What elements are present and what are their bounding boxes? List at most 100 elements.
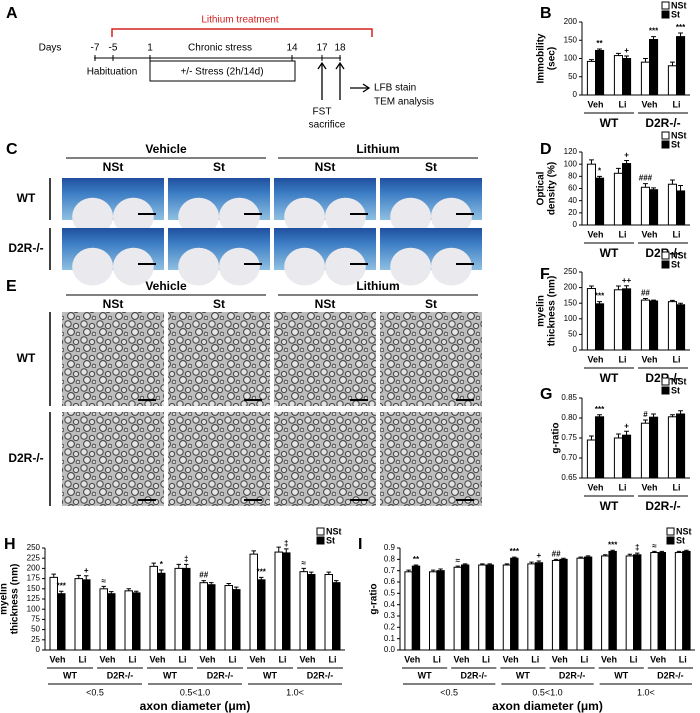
annotation: ≈: [456, 556, 461, 565]
y-tick-label: 200: [27, 564, 41, 573]
bar: [534, 562, 544, 651]
bar: [676, 36, 686, 96]
genotype-label: WT: [163, 670, 177, 680]
x-tick-label: Veh: [587, 482, 603, 492]
error-bar: [624, 430, 629, 436]
bar: [332, 582, 341, 651]
annotation: ##: [641, 289, 650, 298]
x-tick-label: Li: [673, 99, 681, 109]
stress-label: St: [425, 160, 437, 174]
day-label: 17: [316, 43, 328, 54]
bar: [676, 304, 686, 351]
error-bar: [462, 563, 468, 565]
bar: [613, 289, 624, 351]
x-tick-label: Li: [580, 654, 588, 664]
bar: [622, 163, 632, 226]
arrow: [350, 83, 371, 93]
error-bar: [627, 553, 633, 556]
error-bar: [670, 61, 675, 66]
panel-label: H: [4, 536, 16, 553]
x-tick-label: Li: [482, 654, 490, 664]
error-bar: [651, 187, 656, 190]
genotype-label: WT: [614, 670, 628, 680]
error-bar: [487, 563, 492, 565]
error-bar: [651, 36, 656, 40]
bar: [282, 552, 291, 651]
stress-label: NSt: [315, 160, 336, 174]
bar: [667, 183, 678, 226]
y-tick-label: 0.9: [384, 543, 396, 552]
annotation: *: [160, 560, 164, 569]
stress-label: NSt: [103, 160, 124, 174]
y-tick-label: 0.1: [384, 634, 396, 643]
ventricle: [178, 247, 220, 286]
row-label: D2R-/-: [8, 451, 43, 465]
bar: [460, 564, 470, 651]
error-bar: [159, 569, 164, 574]
bar: [551, 559, 561, 651]
days-label: Days: [39, 43, 62, 54]
legend-swatch: [666, 527, 675, 536]
genotype-label: WT: [63, 670, 77, 680]
y-tick-label: 0: [573, 90, 578, 99]
y-tick-label: 0.8: [384, 554, 396, 563]
y-axis-label: thickness (nm): [10, 564, 21, 635]
error-bar: [251, 550, 256, 555]
row-label: WT: [17, 351, 36, 365]
bar: [667, 301, 678, 351]
bar: [613, 172, 624, 226]
ventricle: [390, 247, 431, 286]
error-bar: [406, 569, 411, 572]
legend-swatch: [661, 260, 670, 269]
y-tick-label: 200: [564, 283, 578, 292]
stress-label: St: [425, 297, 437, 311]
y-tick-label: 150: [27, 584, 41, 593]
y-tick-label: 175: [27, 574, 41, 583]
bar: [257, 579, 266, 651]
treatment-label: Lithium treatment: [201, 15, 278, 26]
condition-label: Lithium: [356, 142, 399, 156]
error-bar: [184, 563, 189, 569]
error-bar: [597, 301, 602, 304]
annotation: *: [598, 166, 602, 175]
ventricle: [112, 197, 154, 236]
tem-image: [380, 412, 482, 506]
x-tick-label: Veh: [199, 654, 215, 664]
stress-label: St: [213, 160, 225, 174]
bar: [676, 190, 686, 226]
panel-label: B: [540, 5, 552, 22]
bar: [674, 552, 684, 651]
annotation: ‡: [184, 554, 188, 563]
x-tick-label: Li: [673, 229, 681, 239]
annotation: ***: [595, 405, 605, 414]
error-bar: [201, 580, 206, 583]
error-bar: [151, 562, 156, 567]
bar: [274, 551, 283, 651]
x-tick-label: Veh: [552, 654, 568, 664]
y-tick-label: 0.4: [384, 600, 396, 609]
error-bar: [678, 410, 683, 414]
x-tick-label: Li: [229, 654, 237, 664]
y-tick-label: 100: [564, 54, 578, 63]
y-tick-label: 120: [564, 147, 578, 156]
tem-image: [168, 412, 270, 506]
tem-label: TEM analysis: [374, 97, 434, 108]
bar: [586, 163, 597, 226]
error-bar: [643, 419, 648, 424]
x-tick-label: Veh: [249, 654, 265, 664]
y-tick-label: 125: [27, 594, 41, 603]
legend-label: NSt: [671, 250, 687, 260]
x-tick-label: Veh: [587, 229, 603, 239]
fst-label: FST: [313, 107, 332, 118]
y-tick-label: 80: [568, 171, 577, 180]
error-bar: [670, 414, 675, 417]
error-bar: [578, 556, 583, 559]
y-tick-label: 0.85: [561, 393, 577, 402]
annotation: **: [413, 555, 420, 564]
error-bar: [652, 550, 657, 553]
annotation: ≈: [302, 559, 307, 568]
row-label: D2R-/-: [8, 241, 43, 255]
x-axis-label: axon diameter (μm): [140, 699, 251, 713]
error-bar: [51, 573, 56, 578]
